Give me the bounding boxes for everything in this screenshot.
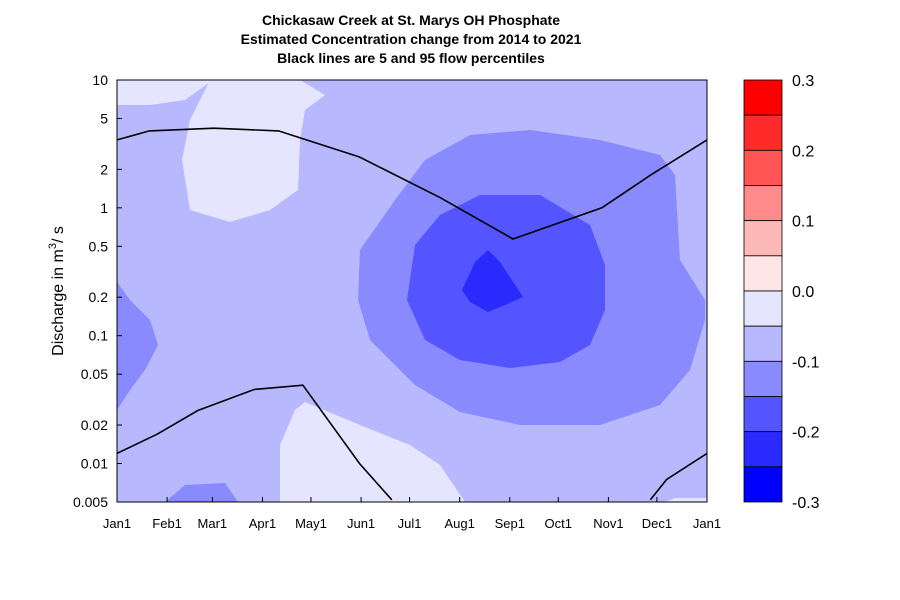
colorbar-tick-label: -0.2: [792, 425, 820, 442]
colorbar-band: [743, 220, 783, 257]
colorbar-band: [743, 325, 783, 362]
x-tick-label: Feb1: [152, 516, 182, 531]
contour-fill-lighter-corner: [665, 498, 707, 502]
y-tick-label: 5: [100, 110, 108, 126]
x-tick-label: Jan1: [103, 516, 131, 531]
y-axis: 10 5 2 1 0.5 0.2 0.1 0.05 0.02 0.01 0.005: [73, 72, 122, 510]
plot-frame: [116, 79, 708, 503]
colorbar-band: [743, 149, 783, 186]
colorbar-band: [743, 396, 783, 433]
x-tick-label: Nov1: [593, 516, 623, 531]
colorbar-band: [743, 431, 783, 468]
contour-fill-medium-left: [117, 282, 158, 410]
x-tick-label: May1: [295, 516, 327, 531]
contour-fill-lighter-bottom: [280, 402, 465, 502]
contour-fill-medium-bottom: [165, 483, 238, 502]
y-tick-label: 0.05: [81, 366, 108, 382]
colorbar-tick-label: 0.2: [792, 143, 814, 160]
x-tick-label: Mar1: [198, 516, 228, 531]
colorbar-band: [743, 79, 783, 116]
chart-title-line-2: Estimated Concentration change from 2014…: [240, 31, 582, 47]
x-axis: Jan1 Feb1 Mar1 Apr1 May1 Jun1 Jul1 Aug1 Sep1 Oct1…: [103, 497, 721, 531]
colorbar-band: [743, 466, 783, 503]
flow-percentile-95-line: [117, 127, 707, 240]
flow-percentile-lines: [117, 127, 707, 501]
colorbar-legend: 0.3 0.2 0.1 0.0 -0.1 -0.2 -0.3: [743, 73, 820, 512]
x-tick-label: Jun1: [347, 516, 375, 531]
colorbar-band: [743, 360, 783, 397]
y-tick-label: 10: [92, 72, 108, 88]
y-tick-label: 0.1: [89, 328, 109, 344]
contour-fill-darkest: [462, 250, 523, 312]
y-tick-label: 1: [100, 200, 108, 216]
x-tick-label: Jul1: [398, 516, 422, 531]
contour-fill-lighter-upper-left: [182, 80, 325, 222]
contour-surface: [117, 80, 707, 502]
colorbar-band: [743, 255, 783, 292]
y-axis-title-suffix: / s: [50, 226, 67, 243]
colorbar-tick-label: 0.3: [792, 73, 814, 90]
colorbar-tick-label: -0.1: [792, 354, 820, 371]
chart-title-line-3: Black lines are 5 and 95 flow percentile…: [277, 50, 545, 66]
flow-percentile-5-line-tail: [649, 452, 707, 501]
colorbar-band: [743, 290, 783, 327]
y-tick-label: 0.5: [89, 238, 109, 254]
colorbar-band: [743, 114, 783, 151]
colorbar-tick-label: 0.0: [792, 284, 814, 301]
y-axis-title-prefix: Discharge in m: [50, 249, 67, 356]
y-tick-label: 0.2: [89, 289, 109, 305]
colorbar-tick-label: 0.1: [792, 214, 814, 231]
y-tick-label: 2: [100, 161, 108, 177]
x-tick-label: Oct1: [545, 516, 572, 531]
contour-fill-lighter-top: [117, 80, 365, 105]
x-tick-label: Dec1: [642, 516, 672, 531]
y-axis-title-superscript: 3: [47, 243, 59, 249]
colorbar-band: [743, 185, 783, 222]
y-tick-label: 0.02: [81, 417, 108, 433]
x-tick-label: Apr1: [249, 516, 276, 531]
y-axis-title: Discharge in m3/ s: [47, 226, 67, 356]
y-tick-label: 0.01: [81, 456, 108, 472]
y-tick-label: 0.005: [73, 494, 108, 510]
x-tick-label: Sep1: [495, 516, 525, 531]
x-tick-label: Jan1: [693, 516, 721, 531]
chart-title-line-1: Chickasaw Creek at St. Marys OH Phosphat…: [262, 12, 560, 28]
flow-percentile-5-line: [117, 384, 393, 501]
colorbar-tick-label: -0.3: [792, 495, 820, 512]
x-tick-label: Aug1: [444, 516, 474, 531]
